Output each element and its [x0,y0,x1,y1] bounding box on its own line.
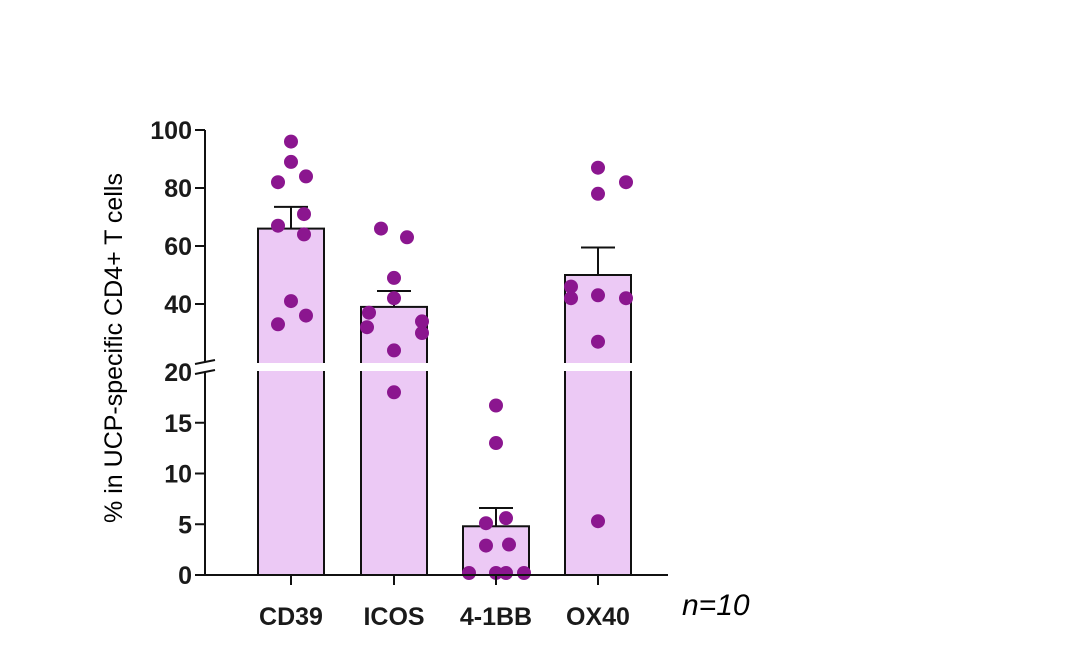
data-point [297,227,311,242]
y-tick-label: 40 [164,291,192,319]
data-point [415,326,429,340]
data-point [387,270,401,285]
x-tick-label: 4-1BB [460,603,532,631]
data-point [362,305,376,320]
data-point [284,134,298,149]
sample-size-annotation: n=10 [682,589,750,622]
x-tick-label: CD39 [259,603,323,631]
data-point [564,279,578,294]
bar-cd39 [257,227,325,576]
data-point [591,514,605,529]
y-tick-label: 100 [150,117,192,145]
data-point [517,566,531,580]
y-tick-label: 60 [164,233,192,261]
data-point [489,565,503,580]
data-point [374,221,388,236]
axis-break-gap [203,363,673,371]
y-tick-label: 0 [178,562,192,590]
data-point [284,154,298,169]
axis-break-mark [194,359,216,365]
data-point [489,436,503,451]
y-tick-label: 15 [164,410,192,438]
data-point [499,511,513,526]
data-point [297,207,311,222]
data-point [619,175,633,190]
y-axis-label: % in UCP-specific CD4+ T cells [100,173,128,523]
axis-break-mark [194,369,216,375]
data-point [284,294,298,309]
data-point [360,320,374,335]
data-point [591,288,605,303]
data-point [387,291,401,306]
data-point [499,566,513,580]
x-tick-label: OX40 [566,603,630,631]
data-point [479,516,493,531]
y-tick-label: 80 [164,175,192,203]
y-tick-label: 20 [164,359,192,387]
data-point [400,230,414,245]
data-point [271,175,285,190]
data-point [415,314,429,329]
y-tick-label: 10 [164,461,192,489]
data-point [591,160,605,175]
data-point [299,308,313,323]
data-point [564,291,578,306]
data-point [299,169,313,184]
data-point [271,218,285,233]
data-point [387,343,401,358]
x-tick-label: ICOS [363,603,424,631]
data-point [271,317,285,332]
data-point [462,566,476,580]
bars-layer [257,227,632,577]
data-point [619,291,633,306]
data-point [479,538,493,553]
data-point [591,334,605,349]
data-point [591,186,605,201]
bar-ox40 [564,274,632,576]
data-point [387,385,401,400]
data-point [502,537,516,552]
data-point [489,398,503,413]
y-tick-label: 5 [178,511,192,539]
axis-layer: CD39 ICOS 4-1BB OX40 40 60 80 100 0 5 10 15 20 [150,117,673,631]
points-layer [271,134,633,580]
